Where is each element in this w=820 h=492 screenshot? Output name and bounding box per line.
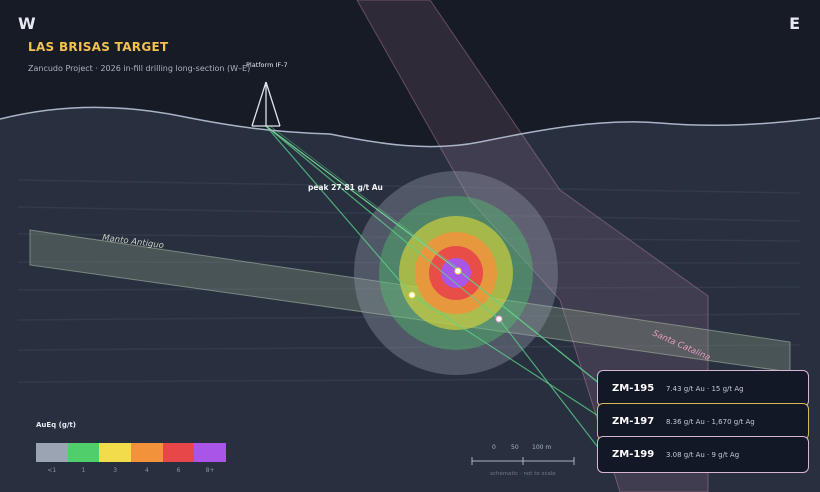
fault-zone-band bbox=[356, 0, 709, 492]
drill-hole-id: ZM-199 bbox=[612, 449, 655, 460]
legend-swatch bbox=[131, 443, 163, 462]
scale-tick-100: 100 m bbox=[532, 444, 552, 451]
legend-color-bar bbox=[36, 443, 227, 462]
compass-west: W bbox=[18, 14, 36, 33]
peak-grade-label: peak 27.81 g/t Au bbox=[308, 183, 383, 192]
legend-tick-label: 4 bbox=[144, 467, 149, 474]
drill-hole-stats: 3.08 g/t Au · 9 g/t Ag bbox=[666, 450, 740, 459]
drill-hole-stats: 8.36 g/t Au · 1,670 g/t Ag bbox=[666, 417, 755, 426]
legend-tick-labels: <1 1 3 4 6 8+ bbox=[36, 467, 226, 474]
drill-rig-icon bbox=[251, 81, 281, 127]
intercept-point-zm-195 bbox=[454, 267, 462, 275]
page-title: LAS BRISAS TARGET bbox=[28, 40, 169, 54]
legend-swatch bbox=[194, 443, 227, 462]
drill-hole-id: ZM-197 bbox=[612, 416, 655, 427]
scale-bar: 0 50 100 m schematic · not to scale bbox=[470, 444, 576, 484]
intercept-point-zm-199 bbox=[495, 315, 503, 323]
scale-note: schematic · not to scale bbox=[490, 471, 556, 477]
page-subtitle: Zancudo Project · 2026 in-fill drilling … bbox=[28, 64, 251, 73]
legend-swatch bbox=[99, 443, 132, 462]
legend-swatch bbox=[67, 443, 100, 462]
drill-hole-stats: 7.43 g/t Au · 15 g/t Ag bbox=[666, 384, 744, 393]
topographic-surface-line bbox=[0, 106, 820, 148]
legend-swatch bbox=[162, 443, 195, 462]
drill-hole-card-zm-199[interactable]: ZM-199 3.08 g/t Au · 9 g/t Ag bbox=[597, 436, 809, 473]
scale-tick-0: 0 bbox=[492, 444, 496, 451]
legend-swatch bbox=[36, 443, 68, 462]
legend-tick-label: <1 bbox=[47, 467, 57, 474]
legend-tick-label: 3 bbox=[113, 467, 118, 474]
platform-label: Platform IF-7 bbox=[246, 61, 288, 69]
drill-hole-id: ZM-195 bbox=[612, 383, 655, 394]
drill-hole-card-zm-195[interactable]: ZM-195 7.43 g/t Au · 15 g/t Ag bbox=[597, 370, 809, 407]
scale-tick-50: 50 bbox=[511, 444, 519, 451]
legend-tick-label: 6 bbox=[176, 467, 181, 474]
scale-bar-graphic bbox=[471, 457, 575, 465]
legend-tick-label: 1 bbox=[81, 467, 86, 474]
legend-tick-label: 8+ bbox=[205, 467, 215, 474]
legend-title: AuEq (g/t) bbox=[36, 421, 76, 429]
compass-east: E bbox=[789, 14, 800, 33]
intercept-point-zm-197 bbox=[408, 291, 416, 299]
drill-hole-card-zm-197[interactable]: ZM-197 8.36 g/t Au · 1,670 g/t Ag bbox=[597, 403, 809, 440]
